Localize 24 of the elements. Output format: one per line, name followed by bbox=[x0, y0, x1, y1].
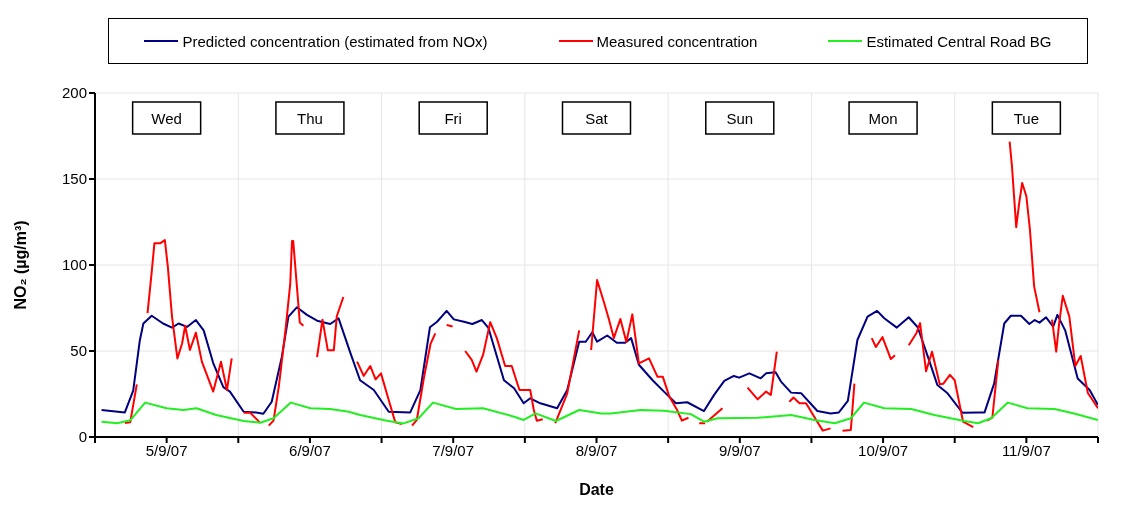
x-axis-title: Date bbox=[579, 481, 614, 498]
annotation: Wed bbox=[151, 109, 182, 127]
legend-label: Estimated Central Road BG bbox=[866, 32, 1052, 50]
y-tick-label: 100 bbox=[61, 256, 87, 274]
x-tick-label: 10/9/07 bbox=[858, 441, 909, 459]
annotation: Sun bbox=[726, 109, 754, 127]
annotation: Thu bbox=[297, 109, 323, 127]
x-tick-label: 7/9/07 bbox=[432, 441, 475, 459]
y-tick-label: 0 bbox=[78, 428, 87, 446]
x-tick-label: 5/9/07 bbox=[145, 441, 188, 459]
y-tick-label: 200 bbox=[61, 84, 87, 102]
y-tick-label: 50 bbox=[70, 342, 87, 360]
legend-label: Measured concentration bbox=[596, 32, 758, 50]
y-axis-title: NO₂ (µg/m³) bbox=[11, 220, 29, 310]
annotation: Fri bbox=[444, 109, 462, 127]
x-tick-label: 9/9/07 bbox=[718, 441, 761, 459]
annotation: Tue bbox=[1013, 109, 1040, 127]
legend-label: Predicted concentration (estimated from NOx) bbox=[182, 32, 488, 50]
y-tick-label: 150 bbox=[61, 170, 87, 188]
x-tick-label: 6/9/07 bbox=[289, 441, 331, 459]
annotation: Mon bbox=[868, 109, 898, 127]
x-tick-label: 8/9/07 bbox=[575, 441, 618, 459]
annotation: Sat bbox=[585, 109, 609, 127]
x-tick-label: 11/9/07 bbox=[1001, 441, 1051, 459]
